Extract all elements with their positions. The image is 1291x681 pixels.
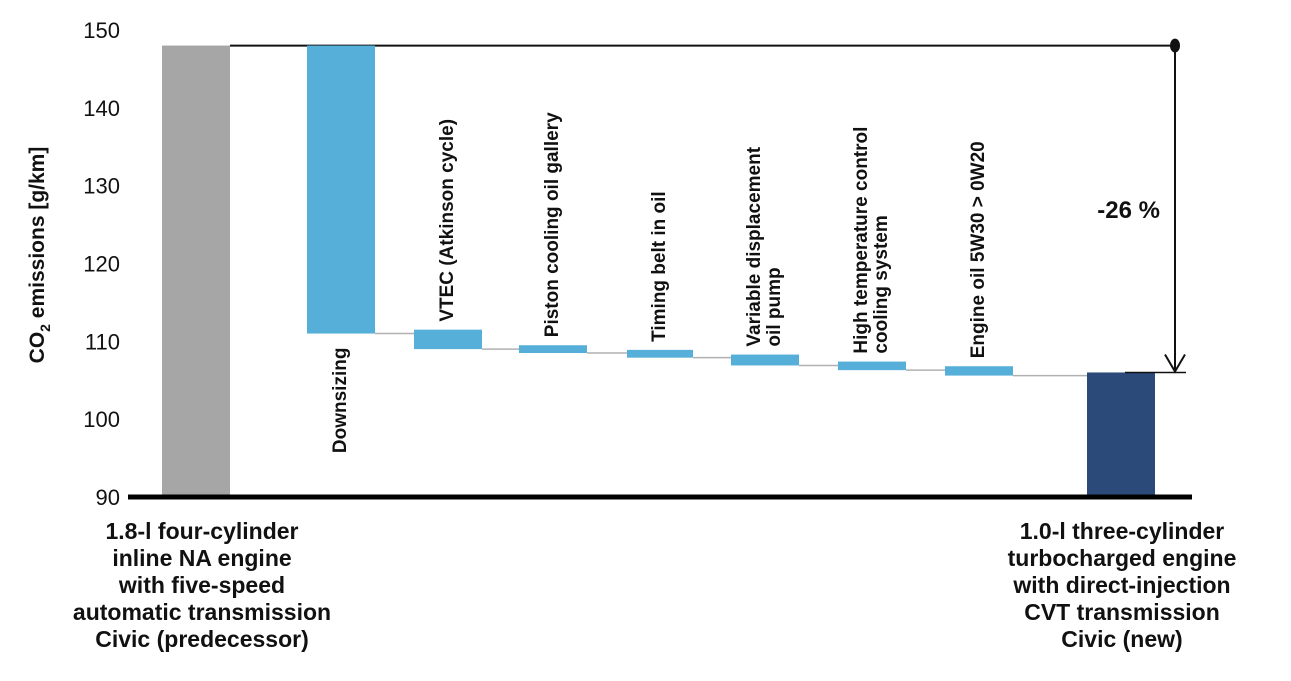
step-label: Timing belt in oil: [649, 191, 670, 342]
category-label-line: 1.8-l four-cylinder: [105, 518, 299, 544]
category-label-line: automatic transmission: [72, 599, 332, 625]
waterfall-step-bar: [414, 329, 482, 350]
start-category-label: 1.8-l four-cylinder inline NA engine with …: [52, 518, 352, 653]
category-label-line: CVT transmission: [1024, 599, 1220, 625]
step-label: Variable displacementoil pump: [744, 146, 785, 346]
category-label-line: 1.0-l three-cylinder: [1019, 518, 1225, 544]
category-label-line: with five-speed: [118, 572, 286, 598]
y-tick-label: 140: [83, 96, 120, 121]
y-tick-label: 150: [83, 18, 120, 43]
category-label-line: Civic (new): [1061, 626, 1183, 652]
annotation-arrow-head: [1164, 353, 1186, 374]
y-tick-label: 120: [83, 252, 120, 277]
end-bar: [1087, 372, 1155, 497]
y-tick-label: 110: [85, 329, 120, 354]
waterfall-step-bar: [519, 345, 587, 354]
waterfall-step-bar: [307, 45, 375, 334]
y-tick-label: 90: [96, 485, 120, 510]
annotation-arrow-start: [1170, 38, 1180, 53]
annotation-label: -26 %: [1097, 197, 1160, 224]
y-tick-label: 100: [83, 407, 120, 432]
waterfall-step-bar: [731, 354, 799, 366]
step-label: Engine oil 5W30 > 0W20: [968, 141, 989, 358]
waterfall-step-bar: [627, 349, 693, 358]
y-axis-label: CO2 emissions [g/km]: [26, 147, 53, 364]
end-category-label: 1.0-l three-cylinder turbocharged engine w…: [972, 518, 1272, 653]
step-label: High temperature controlcooling system: [851, 127, 892, 354]
category-label-line: with direct-injection: [1013, 572, 1231, 598]
waterfall-step-bar: [945, 366, 1013, 376]
step-label: Downsizing: [330, 348, 351, 454]
start-bar: [162, 45, 230, 498]
category-label-line: inline NA engine: [112, 545, 292, 571]
step-label: VTEC (Atkinson cycle): [437, 119, 458, 322]
category-label-line: Civic (predecessor): [95, 626, 309, 652]
category-label-line: turbocharged engine: [1007, 545, 1237, 571]
step-label: Piston cooling oil gallery: [542, 112, 563, 337]
y-tick-label: 130: [83, 174, 120, 199]
waterfall-step-bar: [838, 361, 906, 371]
